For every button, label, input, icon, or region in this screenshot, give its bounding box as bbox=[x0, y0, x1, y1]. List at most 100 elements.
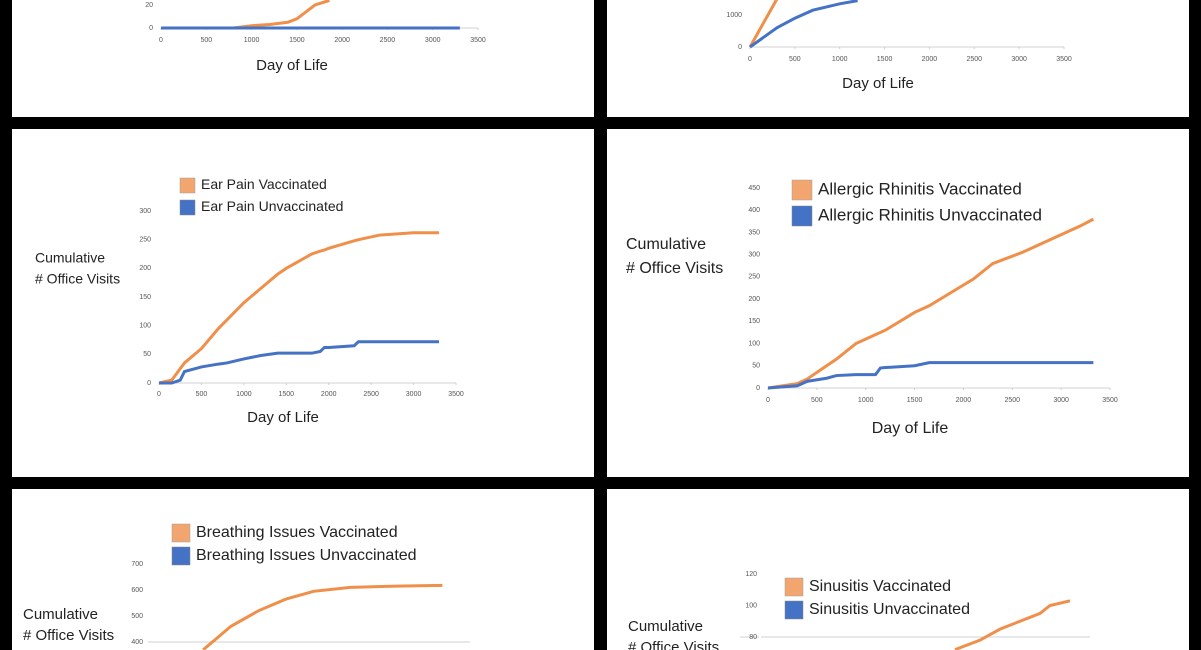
y-tick-label: 400 bbox=[131, 639, 143, 646]
x-axis-label: Day of Life bbox=[872, 420, 949, 437]
series-line bbox=[954, 599, 1071, 650]
y-tick-label: 250 bbox=[139, 237, 151, 244]
legend-swatch bbox=[171, 546, 191, 566]
y-tick-label: 120 bbox=[745, 571, 757, 578]
y-tick-label: 100 bbox=[748, 340, 760, 347]
y-axis-label: # Office Visits bbox=[35, 271, 120, 287]
y-tick-label: 300 bbox=[748, 252, 760, 259]
x-tick-label: 0 bbox=[157, 391, 161, 398]
y-tick-label: 0 bbox=[149, 25, 153, 32]
x-axis-label: Day of Life bbox=[247, 409, 319, 426]
x-tick-label: 0 bbox=[766, 397, 770, 404]
x-tick-label: 1000 bbox=[236, 391, 252, 398]
x-tick-label: 1500 bbox=[907, 397, 923, 404]
series-line bbox=[158, 231, 440, 385]
legend-label: Allergic Rhinitis Unvaccinated bbox=[818, 205, 1042, 224]
legend-swatch bbox=[179, 177, 196, 194]
x-tick-label: 500 bbox=[789, 56, 801, 63]
x-tick-label: 0 bbox=[159, 37, 163, 44]
chart-panel: 400 500 600 700 Breathing Issues Vaccinated B… bbox=[12, 489, 594, 650]
x-tick-label: 2500 bbox=[380, 37, 396, 44]
x-tick-label: 2500 bbox=[966, 56, 982, 63]
x-axis-label: Day of Life bbox=[256, 57, 328, 74]
y-axis-label: # Office Visits bbox=[23, 627, 114, 644]
y-axis-label: # Office Visits bbox=[626, 260, 723, 277]
series-line bbox=[767, 217, 1095, 390]
x-tick-label: 1500 bbox=[278, 391, 294, 398]
legend-swatch bbox=[171, 523, 191, 543]
y-tick-label: 500 bbox=[131, 613, 143, 620]
series-line bbox=[202, 583, 443, 650]
x-tick-label: 3000 bbox=[425, 37, 441, 44]
x-tick-label: 3000 bbox=[406, 391, 422, 398]
series-line bbox=[748, 0, 779, 48]
legend-swatch bbox=[791, 179, 813, 201]
x-tick-label: 2500 bbox=[363, 391, 379, 398]
x-tick-label: 2000 bbox=[334, 37, 350, 44]
x-tick-label: 3500 bbox=[1056, 56, 1072, 63]
legend-label: Ear Pain Vaccinated bbox=[201, 176, 327, 192]
x-tick-label: 3500 bbox=[448, 391, 464, 398]
legend-label: Breathing Issues Unvaccinated bbox=[196, 547, 417, 564]
y-tick-label: 600 bbox=[131, 587, 143, 594]
x-tick-label: 2000 bbox=[956, 397, 972, 404]
x-tick-label: 3000 bbox=[1011, 56, 1027, 63]
panel bbox=[607, 129, 1189, 477]
x-tick-label: 1000 bbox=[832, 56, 848, 63]
series-line bbox=[767, 361, 1094, 390]
legend-label: Ear Pain Unvaccinated bbox=[201, 198, 343, 214]
y-tick-label: 250 bbox=[748, 274, 760, 281]
x-tick-label: 3000 bbox=[1053, 397, 1069, 404]
chart-panel: 0 50 100 150 200 250 300 350 400 450 0 500 1000 1500 2… bbox=[607, 129, 1189, 477]
legend-label: Allergic Rhinitis Vaccinated bbox=[818, 179, 1022, 198]
legend-swatch bbox=[791, 205, 813, 227]
chart-panel: 80 100 120 Sinusitis Vaccinated Sinusitis Un… bbox=[607, 489, 1189, 650]
y-tick-label: 0 bbox=[738, 44, 742, 51]
series-line bbox=[749, 0, 858, 49]
legend-label: Sinusitis Unvaccinated bbox=[809, 601, 970, 618]
x-tick-label: 2000 bbox=[321, 391, 337, 398]
x-tick-label: 1000 bbox=[858, 397, 874, 404]
y-axis-label: Cumulative bbox=[628, 618, 703, 635]
legend-swatch bbox=[784, 600, 804, 620]
chart-panel: 0 1000 0 500 1000 1500 2000 2500 3000 3500 Day of … bbox=[607, 0, 1189, 117]
panel bbox=[12, 0, 594, 117]
panel bbox=[12, 489, 594, 650]
y-tick-label: 20 bbox=[145, 2, 153, 9]
chart-panel: 0 20 0 500 1000 1500 2000 2500 3000 3500 Day of Li… bbox=[12, 0, 594, 117]
x-tick-label: 1500 bbox=[877, 56, 893, 63]
x-tick-label: 3500 bbox=[470, 37, 486, 44]
legend-label: Breathing Issues Vaccinated bbox=[196, 524, 398, 541]
y-tick-label: 450 bbox=[748, 185, 760, 192]
x-tick-label: 2000 bbox=[922, 56, 938, 63]
x-axis-label: Day of Life bbox=[842, 75, 914, 92]
y-tick-label: 150 bbox=[748, 318, 760, 325]
x-tick-label: 1000 bbox=[244, 37, 260, 44]
legend-swatch bbox=[179, 199, 196, 216]
y-tick-label: 1000 bbox=[726, 12, 742, 19]
x-tick-label: 1500 bbox=[289, 37, 305, 44]
x-tick-label: 500 bbox=[811, 397, 823, 404]
y-tick-label: 700 bbox=[131, 561, 143, 568]
series-line bbox=[159, 340, 440, 385]
y-tick-label: 100 bbox=[745, 602, 757, 609]
x-tick-label: 3500 bbox=[1102, 397, 1118, 404]
y-axis-label: Cumulative bbox=[626, 236, 706, 253]
y-tick-label: 150 bbox=[139, 294, 151, 301]
y-tick-label: 300 bbox=[139, 208, 151, 215]
y-tick-label: 50 bbox=[143, 351, 151, 358]
y-tick-label: 100 bbox=[139, 323, 151, 330]
panel bbox=[607, 0, 1189, 117]
panel bbox=[607, 489, 1189, 650]
y-axis-label: Cumulative bbox=[23, 606, 98, 623]
panel bbox=[12, 129, 594, 477]
y-tick-label: 200 bbox=[748, 296, 760, 303]
x-tick-label: 500 bbox=[196, 391, 208, 398]
y-tick-label: 50 bbox=[752, 363, 760, 370]
y-tick-label: 400 bbox=[748, 207, 760, 214]
x-tick-label: 0 bbox=[748, 56, 752, 63]
y-tick-label: 200 bbox=[139, 265, 151, 272]
legend-label: Sinusitis Vaccinated bbox=[809, 578, 951, 595]
x-tick-label: 500 bbox=[200, 37, 212, 44]
